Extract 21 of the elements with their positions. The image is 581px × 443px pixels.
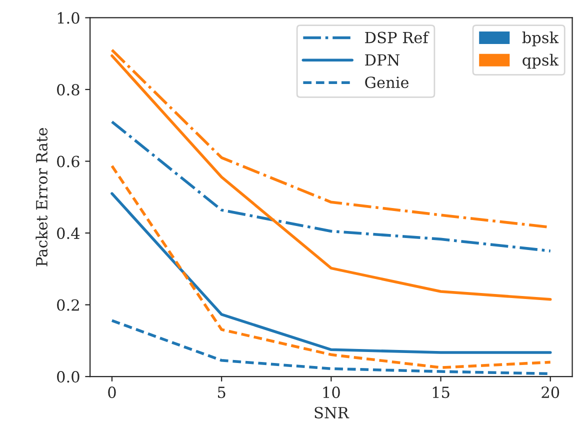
annotation: qpsk <box>522 54 559 69</box>
annotation: bpsk <box>522 31 559 46</box>
y-tick-label: 0.6 <box>57 156 80 168</box>
y-tick-label: 0.2 <box>57 299 79 311</box>
x-tick-label: 15 <box>432 386 450 398</box>
x-axis-title: SNR <box>314 406 350 418</box>
line-series <box>110 120 552 252</box>
x-tick-label: 5 <box>218 386 226 398</box>
legend-label: Genie <box>365 76 409 88</box>
x-tick-label: 10 <box>323 386 340 398</box>
y-tick-label: 0.0 <box>57 371 80 383</box>
x-tick-label: 20 <box>542 386 560 398</box>
y-tick-label: 1.0 <box>58 12 80 24</box>
x-tick-label: 0 <box>108 386 116 398</box>
legend-label: DPN <box>365 54 400 66</box>
y-tick-label: 0.8 <box>57 84 80 96</box>
line-series <box>110 164 552 369</box>
legend-label: DSP Ref <box>365 31 430 44</box>
y-tick-label: 0.4 <box>57 227 80 240</box>
line-series <box>110 192 552 354</box>
y-axis-title: Packet Error Rate <box>36 128 48 266</box>
